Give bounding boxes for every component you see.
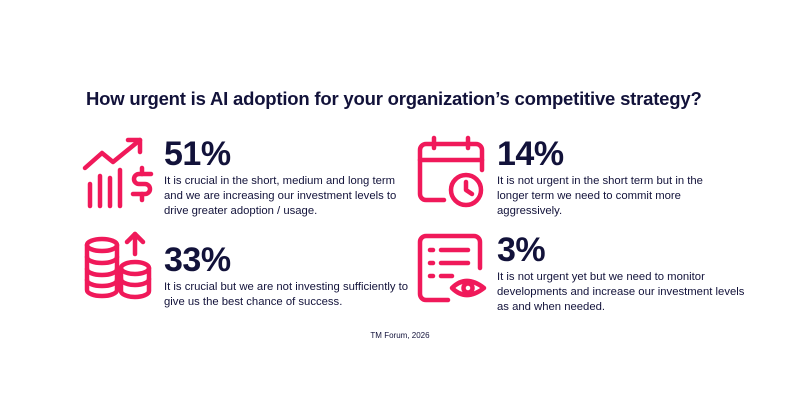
stat-percent: 33% bbox=[164, 241, 231, 279]
stat-description: It is crucial in the short, medium and l… bbox=[164, 175, 397, 217]
stat-item: 14% It is not urgent in the short term b… bbox=[414, 134, 734, 217]
source-note: TM Forum, 2026 bbox=[370, 331, 430, 340]
stat-percent: 14% bbox=[497, 135, 564, 173]
stat-percent: 51% bbox=[164, 135, 231, 173]
chart-title: How urgent is AI adoption for your organ… bbox=[86, 88, 702, 109]
stat-percent: 3% bbox=[497, 231, 546, 269]
calendar-clock-icon bbox=[417, 135, 485, 208]
stat-item: 51% It is crucial in the short, medium a… bbox=[82, 134, 402, 217]
stat-item: 3% It is not urgent yet but we need to m… bbox=[414, 230, 744, 313]
stat-description: It is not urgent yet but we need to moni… bbox=[497, 271, 745, 313]
stat-item: 33% It is crucial but we are not investi… bbox=[82, 230, 412, 310]
stat-description: It is crucial but we are not investing s… bbox=[164, 281, 409, 308]
growth-chart-dollar-icon bbox=[82, 137, 154, 209]
checklist-eye-icon bbox=[417, 233, 487, 303]
stat-description: It is not urgent in the short term but i… bbox=[497, 175, 703, 217]
coin-stacks-arrow-icon bbox=[84, 231, 152, 300]
